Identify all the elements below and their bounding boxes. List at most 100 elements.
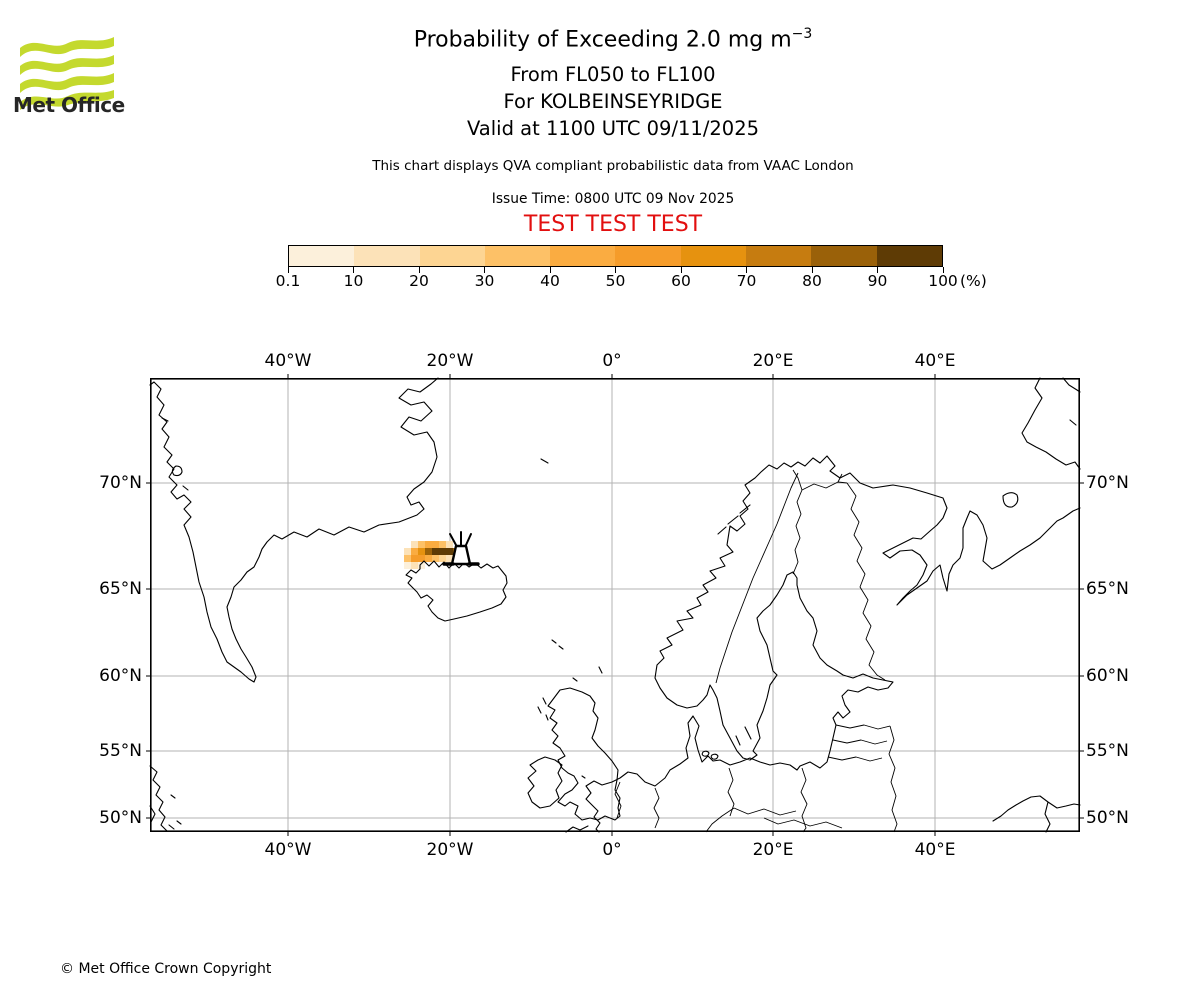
lat-label-right: 65°N bbox=[1086, 579, 1129, 599]
volcano-eruption-icon bbox=[442, 531, 480, 566]
ash-probability-cell bbox=[439, 548, 446, 555]
colorbar-segment-3 bbox=[419, 246, 485, 266]
coastline-novaya-zemlya-north bbox=[1062, 377, 1081, 426]
coastline-shetland bbox=[598, 666, 603, 674]
border-belgium-france bbox=[614, 781, 622, 819]
lon-label-bottom: 20°E bbox=[752, 840, 794, 860]
coastline-denmark-islands bbox=[701, 750, 719, 760]
coastline-kolguyev bbox=[1002, 492, 1019, 508]
coastline-lofoten bbox=[717, 504, 751, 535]
colorbar-tick bbox=[811, 267, 813, 273]
coastline-labrador bbox=[149, 765, 182, 832]
ash-probability-cell bbox=[411, 548, 418, 555]
colorbar-tick-label: 50 bbox=[605, 272, 626, 290]
colorbar-segment-9 bbox=[811, 246, 877, 266]
coastline-greenland bbox=[149, 377, 439, 683]
ash-probability-cell bbox=[446, 548, 453, 555]
flight-level-subtitle: From FL050 to FL100 bbox=[510, 63, 716, 86]
coastlines bbox=[149, 377, 1081, 833]
colorbar-segment-6 bbox=[615, 246, 681, 266]
colorbar-tick-label: 0.1 bbox=[275, 272, 301, 290]
map-gridlines bbox=[150, 378, 1080, 832]
colorbar-tick bbox=[353, 267, 354, 273]
map-frame bbox=[150, 378, 1081, 832]
ash-probability-cell bbox=[404, 548, 411, 555]
volcano-spikes bbox=[449, 531, 472, 546]
ash-probability-cell bbox=[404, 555, 411, 562]
ash-probability-cell bbox=[425, 555, 432, 562]
border-sweden-finland bbox=[792, 469, 803, 575]
met-office-logo-text: Met Office bbox=[13, 93, 125, 117]
valid-time-subtitle: Valid at 1100 UTC 09/11/2025 bbox=[466, 117, 760, 140]
colorbar-segment-2 bbox=[354, 246, 420, 266]
ash-probability-cell bbox=[439, 555, 446, 562]
country-borders bbox=[614, 469, 898, 833]
border-norway-finland bbox=[801, 473, 848, 491]
colorbar-tick bbox=[746, 267, 747, 273]
lon-label-bottom: 40°E bbox=[914, 840, 956, 860]
volcano-subtitle: For KOLBEINSEYRIDGE bbox=[503, 90, 723, 113]
coastline-great-britain bbox=[547, 687, 621, 821]
border-finland-russia bbox=[846, 482, 886, 681]
map-axis-ticks bbox=[146, 374, 1084, 836]
colorbar-tick-label: 30 bbox=[474, 272, 495, 290]
colorbar-tick bbox=[877, 267, 878, 273]
colorbar-tick bbox=[484, 267, 485, 273]
map-canvas bbox=[146, 374, 1084, 836]
volcano-body bbox=[450, 544, 472, 566]
border-poland-lithuania bbox=[800, 767, 808, 833]
colorbar-unit-label: (%) bbox=[960, 272, 987, 290]
lon-label-top: 0° bbox=[602, 351, 622, 371]
colorbar-segments bbox=[288, 245, 943, 267]
ash-probability-cell bbox=[432, 548, 439, 555]
border-poland-czech bbox=[733, 807, 797, 816]
border-germany-poland bbox=[727, 767, 735, 817]
coastline-ireland bbox=[527, 756, 563, 809]
lon-label-top: 20°W bbox=[426, 351, 474, 371]
coastline-scandinavia-mainland bbox=[585, 455, 1081, 833]
colorbar-tick-label: 100 bbox=[928, 272, 958, 290]
ash-probability-cell bbox=[411, 541, 418, 548]
lat-label-left: 60°N bbox=[99, 666, 142, 686]
ash-probability-cell bbox=[418, 541, 425, 548]
ash-probability-cell bbox=[411, 555, 418, 562]
ash-probability-cell bbox=[425, 541, 432, 548]
coastline-jan-mayen bbox=[540, 458, 549, 464]
chart-title: Probability of Exceeding 2.0 mg m−3 bbox=[413, 26, 813, 53]
map-panel: 40°W 40°W 20°W 20°W 0° 0° 20°E 20°E 40°E 40°E 70°N… bbox=[99, 351, 1129, 860]
coastline-faroes bbox=[551, 639, 564, 650]
ash-probability-cell bbox=[404, 562, 411, 569]
qva-compliance-note: This chart displays QVA compliant probab… bbox=[372, 158, 854, 174]
ash-probability-cell bbox=[446, 541, 453, 548]
coastline-novaya-zemlya bbox=[1021, 377, 1081, 470]
title-exponent: −3 bbox=[791, 26, 813, 42]
ash-probability-cell bbox=[418, 548, 425, 555]
colorbar-segment-10 bbox=[876, 246, 942, 266]
coastline-orkney bbox=[572, 677, 578, 682]
ash-probability-cell bbox=[411, 562, 418, 569]
colorbar-tick-label: 90 bbox=[867, 272, 888, 290]
colorbar-tick bbox=[680, 267, 682, 273]
coastline-isle-of-man bbox=[581, 775, 586, 779]
ash-probability-plume bbox=[404, 541, 467, 569]
coastline-bottom-right bbox=[992, 795, 1081, 833]
colorbar-segment-1 bbox=[289, 246, 355, 266]
ash-probability-cell bbox=[446, 555, 453, 562]
border-germany-netherlands bbox=[653, 787, 660, 829]
coastline-oland bbox=[735, 735, 741, 746]
lat-label-left: 55°N bbox=[99, 741, 142, 761]
colorbar-tick bbox=[549, 267, 551, 273]
colorbar-tick bbox=[942, 267, 944, 273]
colorbar-tick-label: 40 bbox=[540, 272, 560, 290]
met-office-logo-icon bbox=[20, 37, 114, 110]
ash-probability-cell bbox=[418, 562, 425, 569]
lat-label-left: 65°N bbox=[99, 579, 142, 599]
border-russia-belarus bbox=[888, 725, 898, 833]
border-baltic-states bbox=[827, 724, 891, 762]
colorbar-segment-4 bbox=[484, 246, 551, 266]
volcano-symbol bbox=[442, 531, 480, 566]
border-norway-sweden bbox=[715, 472, 799, 684]
ash-probability-cell bbox=[432, 541, 439, 548]
colorbar-tick-label: 20 bbox=[409, 272, 429, 290]
